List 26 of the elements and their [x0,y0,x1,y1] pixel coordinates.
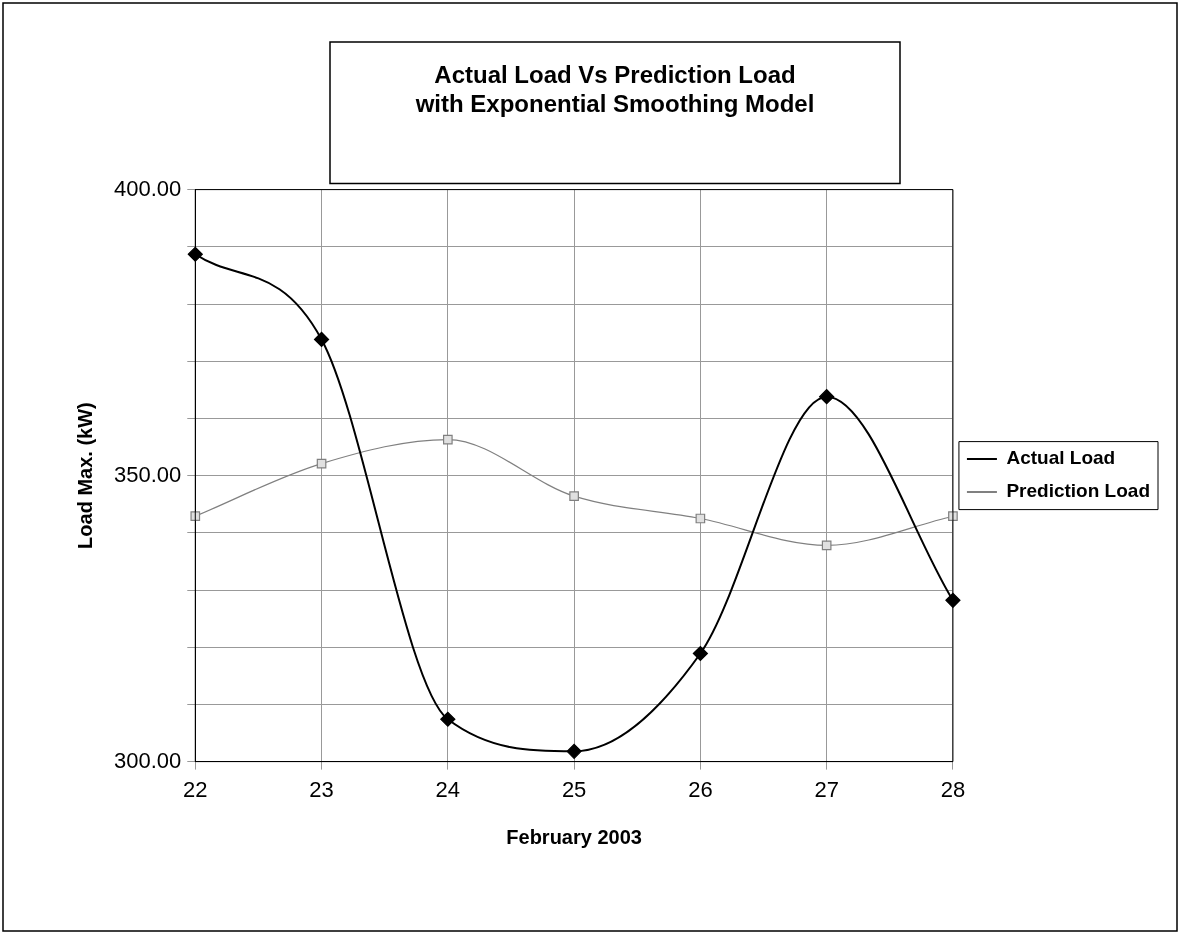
point [566,743,582,759]
y-tick-label: 400.00 [113,175,182,201]
x-tick-label: 22 [183,776,208,802]
x-tick-label: 27 [814,776,839,802]
point [692,645,708,662]
point [819,389,835,405]
x-axis-title: February 2003 [506,825,642,848]
point [442,434,453,445]
point [695,513,706,524]
point [190,511,201,522]
point [313,331,330,348]
x-tick-label: 23 [309,776,334,802]
legend-label: Prediction Load [1006,480,1151,502]
x-tick-label: 26 [688,776,713,802]
text: with Exponential Smoothing Model [415,89,815,117]
x-tick-label: 25 [561,776,587,802]
y-tick-label: 300.00 [113,747,182,773]
point [821,540,832,551]
x-tick-label: 24 [435,776,461,802]
y-tick-label: 350.00 [113,461,182,487]
x-tick-label: 28 [940,776,966,802]
legend-label: Actual Load [1006,447,1116,469]
point [440,711,456,727]
y-axis-title: Load Max. (kW) [73,402,96,549]
text: Actual Load Vs Prediction Load [434,61,796,89]
point [569,491,579,502]
